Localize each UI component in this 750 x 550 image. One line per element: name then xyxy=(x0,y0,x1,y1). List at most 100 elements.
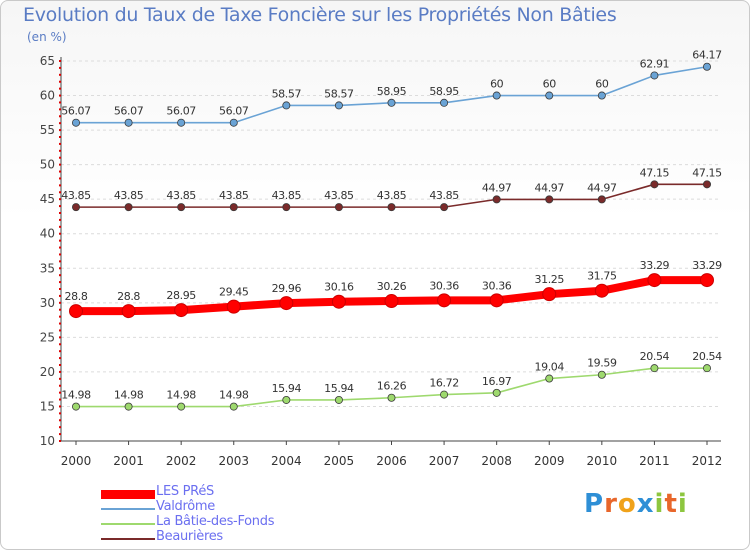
data-point xyxy=(545,91,554,100)
y-tick-label: 60 xyxy=(40,89,55,103)
data-point xyxy=(279,296,294,311)
data-point xyxy=(597,91,606,100)
proxiti-logo: Proxiti xyxy=(584,489,688,519)
data-point xyxy=(650,180,659,189)
data-label: 44.97 xyxy=(587,181,617,194)
y-minor-tick xyxy=(59,322,61,325)
legend-swatch xyxy=(101,538,155,540)
data-point xyxy=(650,71,659,80)
y-tick-label: 65 xyxy=(40,54,55,68)
x-tick-label: 2005 xyxy=(324,454,355,468)
y-tick-label: 25 xyxy=(40,330,55,344)
x-tick-label: 2011 xyxy=(639,454,670,468)
logo-letter: x xyxy=(636,489,655,519)
y-minor-tick xyxy=(59,225,61,228)
data-point xyxy=(703,364,712,373)
logo-letter: o xyxy=(617,489,637,519)
data-point xyxy=(597,370,606,379)
data-label: 58.57 xyxy=(324,87,354,100)
y-minor-tick xyxy=(59,336,61,339)
x-tick-label: 2009 xyxy=(534,454,565,468)
data-label: 19.59 xyxy=(587,357,617,370)
data-label: 43.85 xyxy=(272,189,302,202)
y-minor-tick xyxy=(59,87,61,90)
data-label: 30.26 xyxy=(377,280,407,293)
data-label: 64.17 xyxy=(692,49,722,62)
data-label: 15.94 xyxy=(324,382,354,395)
data-label: 58.95 xyxy=(429,85,459,98)
data-label: 30.36 xyxy=(429,279,459,292)
data-point xyxy=(597,195,606,204)
y-tick-label: 15 xyxy=(40,399,55,413)
y-minor-tick xyxy=(59,426,61,429)
y-minor-tick xyxy=(59,108,61,111)
y-tick-label: 45 xyxy=(40,192,55,206)
data-point xyxy=(334,101,343,110)
y-minor-tick xyxy=(59,274,61,277)
data-point xyxy=(492,195,501,204)
data-point xyxy=(387,393,396,402)
data-point xyxy=(542,287,557,302)
legend-label: Beaurières xyxy=(156,529,223,544)
data-point xyxy=(177,203,186,212)
y-minor-tick xyxy=(59,329,61,332)
y-minor-tick xyxy=(59,136,61,138)
data-point xyxy=(703,180,712,189)
y-minor-tick xyxy=(59,308,61,311)
y-minor-tick xyxy=(59,60,61,62)
data-label: 56.07 xyxy=(219,105,249,118)
data-label: 15.94 xyxy=(272,382,302,395)
y-minor-tick xyxy=(59,239,61,242)
data-label: 14.98 xyxy=(219,389,249,402)
data-label: 14.98 xyxy=(166,389,196,402)
y-tick-label: 35 xyxy=(40,261,55,275)
y-tick-label: 10 xyxy=(40,434,55,448)
data-point xyxy=(124,402,133,411)
data-label: 16.72 xyxy=(429,377,459,390)
data-point xyxy=(229,402,238,411)
data-label: 29.45 xyxy=(219,286,249,299)
data-point xyxy=(700,273,714,288)
x-tick-label: 2012 xyxy=(692,454,723,468)
data-label: 44.97 xyxy=(535,181,565,194)
data-point xyxy=(282,101,291,110)
y-minor-tick xyxy=(59,205,61,208)
y-minor-tick xyxy=(59,343,61,346)
y-minor-tick xyxy=(59,122,61,125)
data-label: 14.98 xyxy=(61,389,91,402)
data-point xyxy=(387,203,396,212)
x-tick-label: 2006 xyxy=(376,454,407,468)
data-label: 31.75 xyxy=(587,270,617,283)
y-minor-tick xyxy=(59,260,61,263)
logo-letter: t xyxy=(664,489,678,519)
data-point xyxy=(492,388,501,397)
data-point xyxy=(124,118,133,127)
logo-letter: i xyxy=(654,489,665,519)
y-tick-label: 50 xyxy=(40,158,55,172)
data-point xyxy=(121,304,136,319)
y-minor-tick xyxy=(59,253,61,256)
data-point xyxy=(282,203,291,212)
y-minor-tick xyxy=(59,440,61,442)
data-point xyxy=(177,118,186,127)
x-tick-label: 2003 xyxy=(218,454,249,468)
data-point xyxy=(440,390,449,399)
data-label: 47.15 xyxy=(640,166,670,179)
data-label: 20.54 xyxy=(640,350,670,363)
data-point xyxy=(72,402,81,411)
data-label: 47.15 xyxy=(692,166,722,179)
y-minor-tick xyxy=(59,184,61,187)
y-minor-tick xyxy=(59,267,61,270)
data-label: 19.04 xyxy=(535,361,565,374)
data-label: 31.25 xyxy=(535,273,565,286)
data-label: 60 xyxy=(595,78,609,91)
data-label: 28.8 xyxy=(117,290,140,303)
data-point xyxy=(650,364,659,373)
data-point xyxy=(492,91,501,100)
data-label: 43.85 xyxy=(324,189,354,202)
legend-label: La Bâtie-des-Fonds xyxy=(156,514,275,529)
y-minor-tick xyxy=(59,94,61,97)
y-minor-tick xyxy=(59,357,61,360)
data-label: 62.91 xyxy=(640,57,670,70)
y-minor-tick xyxy=(59,301,61,304)
